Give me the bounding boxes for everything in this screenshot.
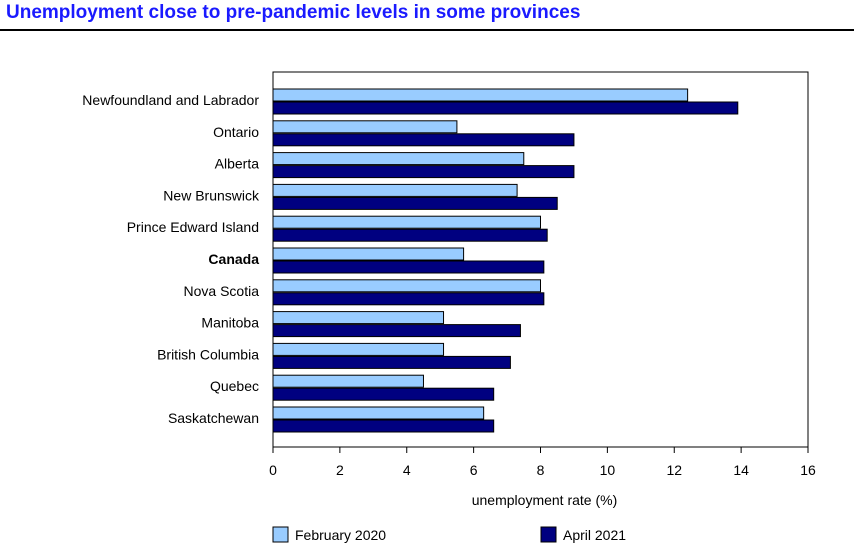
category-labels: Newfoundland and Labrador Ontario Alberta N… <box>82 92 260 426</box>
category-label-manitoba: Manitoba <box>201 315 259 331</box>
x-tick-label-12: 12 <box>666 462 682 478</box>
category-label-quebec: Quebec <box>210 378 259 394</box>
x-tick-label-8: 8 <box>537 462 545 478</box>
bar-feb-2020-nova-scotia <box>272 279 541 293</box>
legend-swatch-feb-2020 <box>272 526 289 543</box>
bar-apr-2021-newfoundland-and-labrador <box>272 101 739 115</box>
category-label-new-brunswick: New Brunswick <box>163 187 260 203</box>
bar-feb-2020-manitoba <box>272 311 445 325</box>
title-divider <box>0 29 854 31</box>
bar-feb-2020-canada <box>272 247 465 261</box>
bar-apr-2021-canada <box>272 260 545 274</box>
category-label-newfoundland-and-labrador: Newfoundland and Labrador <box>82 92 259 108</box>
category-label-saskatchewan: Saskatchewan <box>168 410 259 426</box>
bar-apr-2021-nova-scotia <box>272 292 545 306</box>
bars-group <box>272 88 739 433</box>
x-axis-ticks: 0 2 4 6 8 10 12 14 16 <box>269 447 816 478</box>
x-tick-label-4: 4 <box>403 462 411 478</box>
category-label-prince-edward-island: Prince Edward Island <box>127 219 259 235</box>
legend-swatch-apr-2021 <box>540 526 557 543</box>
x-tick-label-10: 10 <box>600 462 616 478</box>
x-tick-label-14: 14 <box>733 462 749 478</box>
bar-apr-2021-manitoba <box>272 324 521 338</box>
bar-apr-2021-prince-edward-island <box>272 228 548 242</box>
x-axis-label: unemployment rate (%) <box>472 492 618 508</box>
legend-label-feb-2020: February 2020 <box>295 527 386 543</box>
bar-feb-2020-alberta <box>272 152 525 166</box>
bar-feb-2020-prince-edward-island <box>272 215 541 229</box>
bar-apr-2021-quebec <box>272 387 495 401</box>
legend-label-apr-2021: April 2021 <box>563 527 626 543</box>
bar-feb-2020-saskatchewan <box>272 406 485 420</box>
category-label-canada: Canada <box>208 251 259 267</box>
chart-title: Unemployment close to pre-pandemic level… <box>6 2 581 23</box>
bar-apr-2021-ontario <box>272 133 575 147</box>
category-label-nova-scotia: Nova Scotia <box>184 283 260 299</box>
bar-apr-2021-saskatchewan <box>272 419 495 433</box>
bar-feb-2020-quebec <box>272 374 424 388</box>
bar-feb-2020-ontario <box>272 120 458 134</box>
bar-apr-2021-alberta <box>272 165 575 179</box>
bar-apr-2021-british-columbia <box>272 355 511 369</box>
x-tick-label-2: 2 <box>336 462 344 478</box>
bar-feb-2020-british-columbia <box>272 342 445 356</box>
category-label-ontario: Ontario <box>213 124 259 140</box>
legend: February 2020 April 2021 <box>272 526 626 543</box>
x-tick-label-6: 6 <box>470 462 478 478</box>
bar-feb-2020-new-brunswick <box>272 183 518 197</box>
category-label-alberta: Alberta <box>215 156 260 172</box>
bar-feb-2020-newfoundland-and-labrador <box>272 88 689 102</box>
x-tick-label-16: 16 <box>800 462 816 478</box>
x-tick-label-0: 0 <box>269 462 277 478</box>
category-label-british-columbia: British Columbia <box>157 346 259 362</box>
bar-apr-2021-new-brunswick <box>272 196 558 210</box>
